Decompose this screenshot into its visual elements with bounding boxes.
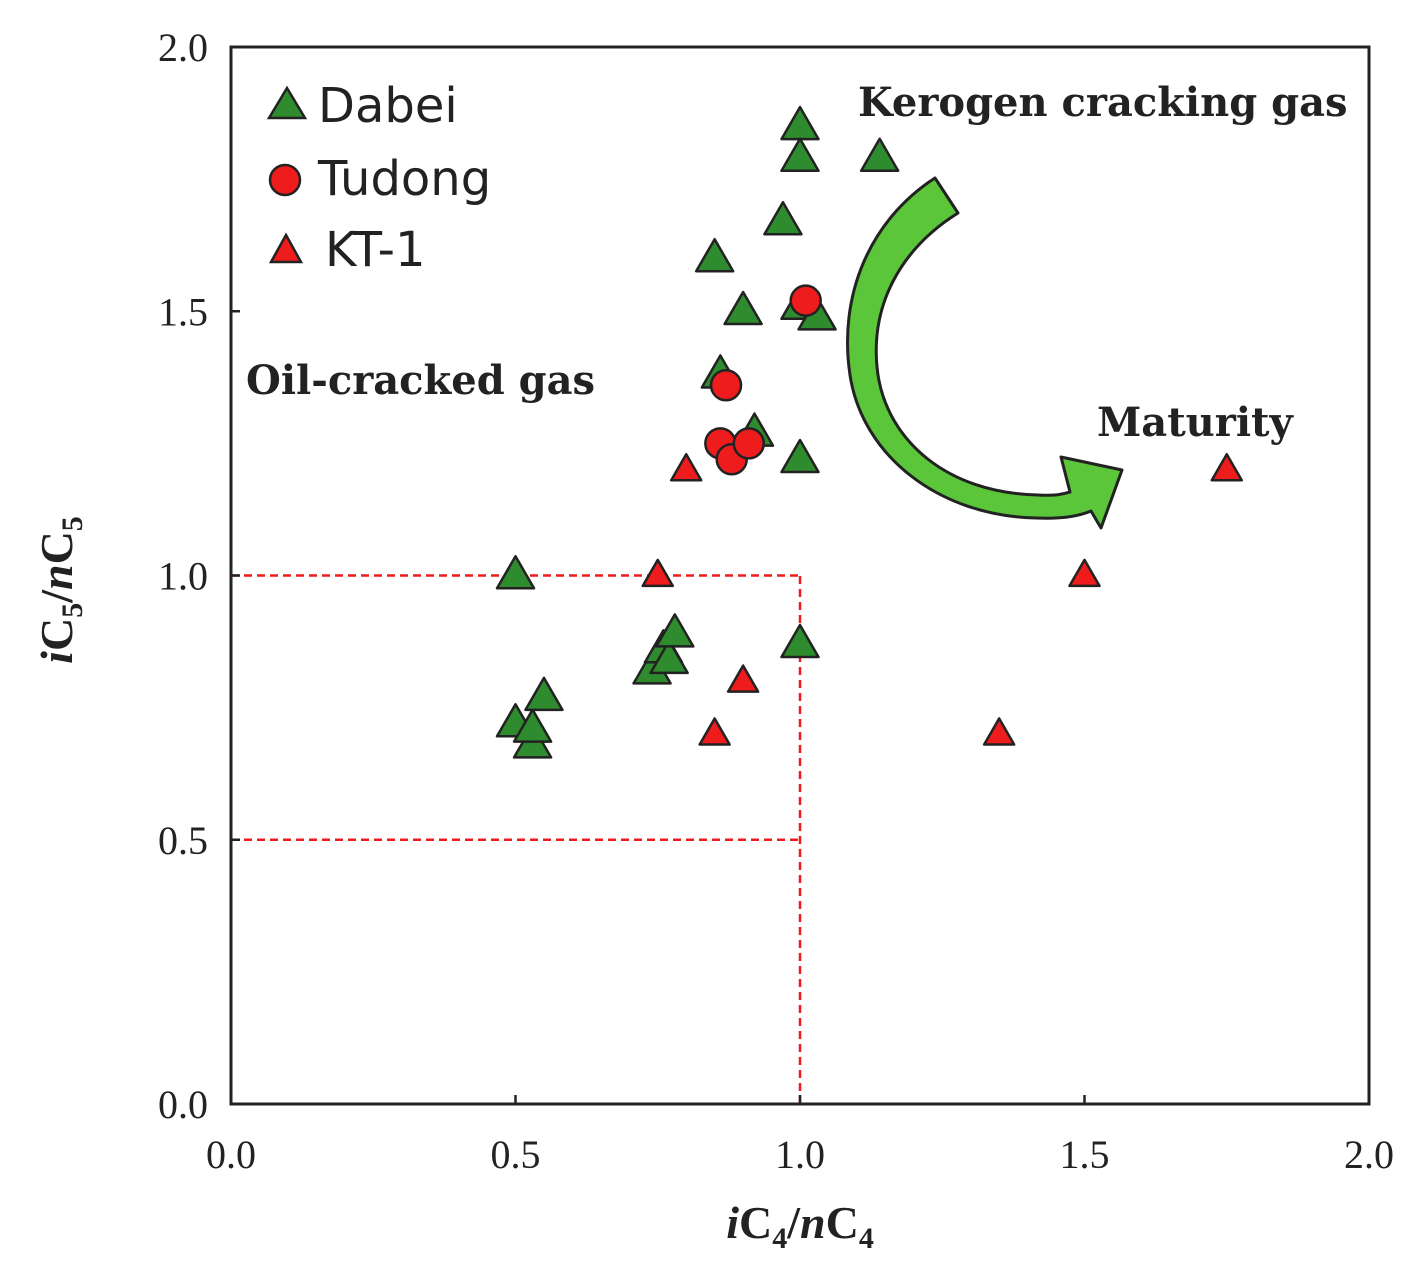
point-tudong <box>732 427 766 460</box>
x-tick-label: 1.5 <box>1060 1132 1110 1177</box>
point-tudong <box>709 368 743 402</box>
y-axis-ticks: 0.0 0.5 1.0 1.5 2.0 <box>158 25 240 1127</box>
point-dabei <box>780 137 820 173</box>
x-axis-label: iC4/nC4 <box>726 1197 874 1255</box>
x-tick-label: 1.0 <box>775 1132 825 1177</box>
y-tick-label: 2.0 <box>158 25 208 70</box>
x-tick-label: 2.0 <box>1344 1132 1394 1177</box>
maturity-arrow <box>846 176 1124 530</box>
point-kt1 <box>641 558 674 588</box>
kerogen-annotation: Kerogen cracking gas <box>858 79 1348 126</box>
reference-lines <box>231 574 802 1104</box>
point-kt1 <box>726 664 760 693</box>
legend-label-kt1: KT-1 <box>325 222 426 278</box>
x-axis-ticks: 0.0 0.5 1.0 1.5 2.0 <box>206 1095 1394 1177</box>
point-kt1 <box>1068 558 1101 588</box>
point-dabei <box>723 290 763 326</box>
point-dabei <box>655 613 695 648</box>
point-dabei <box>512 708 553 743</box>
point-dabei <box>859 137 900 173</box>
legend-marker-tudong <box>268 163 302 197</box>
maturity-annotation: Maturity <box>1097 399 1295 446</box>
legend-label-tudong: Tudong <box>317 151 491 207</box>
x-tick-label: 0.5 <box>491 1132 541 1177</box>
point-kt1 <box>982 717 1016 746</box>
point-dabei <box>780 623 820 659</box>
x-tick-label: 0.0 <box>206 1132 256 1177</box>
oil-annotation: Oil-cracked gas <box>246 357 595 404</box>
data-points <box>495 105 1243 759</box>
y-tick-label: 1.0 <box>158 554 208 599</box>
legend-label-dabei: Dabei <box>318 78 458 134</box>
point-kt1 <box>698 717 731 746</box>
legend-marker-kt1 <box>268 232 304 264</box>
y-tick-label: 0.0 <box>158 1082 208 1127</box>
legend-marker-dabei <box>266 85 308 120</box>
point-dabei <box>649 639 689 675</box>
point-kt1 <box>669 452 703 482</box>
point-dabei <box>495 555 536 590</box>
y-axis-label: iC5/nC5 <box>31 516 89 664</box>
point-tudong <box>789 284 822 317</box>
y-tick-label: 1.5 <box>158 289 208 334</box>
point-dabei <box>780 438 820 474</box>
legend: Dabei Tudong KT-1 <box>266 78 491 278</box>
point-dabei <box>694 237 735 273</box>
y-tick-label: 0.5 <box>158 818 208 863</box>
point-dabei <box>763 200 803 236</box>
point-dabei <box>524 676 564 712</box>
point-kt1 <box>1210 452 1243 482</box>
